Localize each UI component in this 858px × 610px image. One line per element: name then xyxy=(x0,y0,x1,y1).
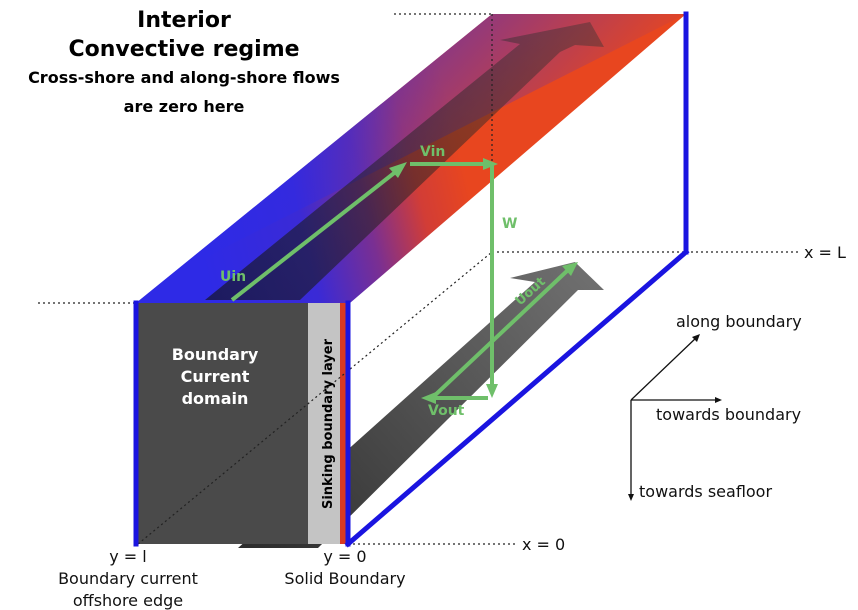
sinking-layer-label: Sinking boundary layer xyxy=(321,338,336,509)
domain-label-1: Boundary xyxy=(172,345,259,364)
uin-label: Uin xyxy=(220,269,246,285)
y-l-desc-2: offshore edge xyxy=(73,591,183,610)
vin-label: Vin xyxy=(420,144,445,160)
towards-boundary-label: towards boundary xyxy=(656,405,801,424)
box-edges xyxy=(133,11,690,548)
flow-arrowheads xyxy=(389,158,578,404)
x-l-label: x = L xyxy=(804,243,846,262)
y-0-label: y = 0 xyxy=(323,547,366,566)
sinking-layer-red-edge xyxy=(340,303,347,544)
title-line-3: Cross-shore and along-shore flows xyxy=(28,68,340,87)
boundary-current-domain xyxy=(138,303,308,544)
y-0-desc: Solid Boundary xyxy=(284,569,405,588)
title-line-1: Interior xyxy=(137,8,231,33)
along-boundary-label: along boundary xyxy=(676,312,802,331)
title-line-2: Convective regime xyxy=(68,37,299,62)
x-0-label: x = 0 xyxy=(522,535,565,554)
top-flow-arrow xyxy=(205,22,604,300)
hidden-edges xyxy=(38,13,800,545)
axes-indicator xyxy=(630,336,718,497)
y-l-desc-1: Boundary current xyxy=(58,569,198,588)
sinking-boundary-layer xyxy=(308,303,346,544)
vout-label: Vout xyxy=(428,403,465,419)
towards-seafloor-label: towards seafloor xyxy=(639,482,772,501)
flow-arrows xyxy=(230,162,570,400)
title-line-4: are zero here xyxy=(124,97,245,116)
domain-label-2: Current xyxy=(181,367,250,386)
domain-label-3: domain xyxy=(182,389,249,408)
w-label: W xyxy=(502,216,517,232)
axes-arrowheads xyxy=(628,334,722,501)
y-l-label: y = l xyxy=(109,547,147,566)
